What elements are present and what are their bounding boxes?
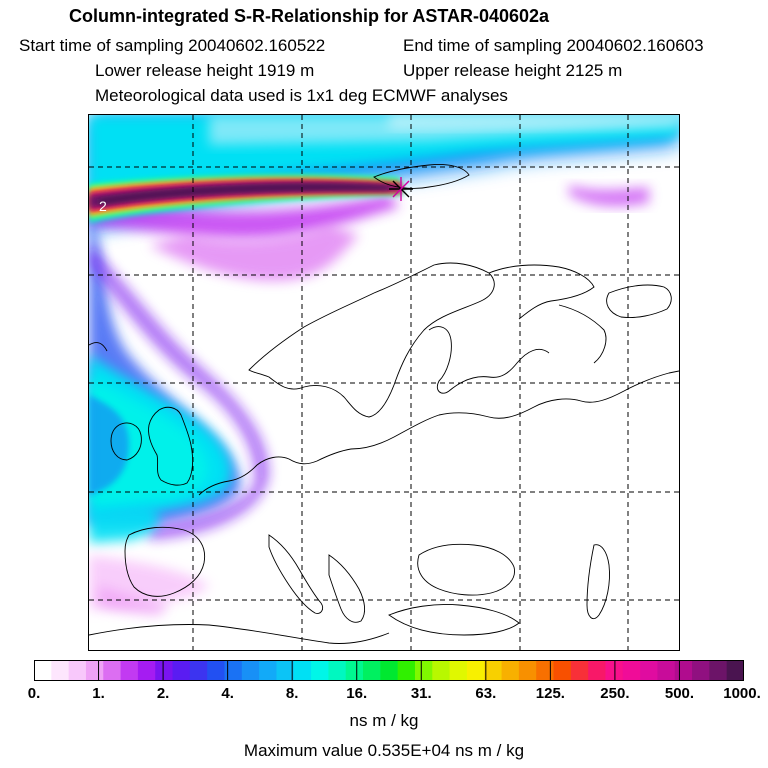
colorbar-cell bbox=[536, 660, 555, 681]
colorbar-cell bbox=[120, 660, 139, 681]
coastlines bbox=[89, 164, 679, 644]
colorbar-units: ns m / kg bbox=[349, 711, 419, 730]
colorbar-cell bbox=[380, 660, 399, 681]
colorbar-cell bbox=[276, 660, 295, 681]
plot-title: Column-integrated S-R-Relationship for A… bbox=[69, 6, 550, 26]
met-data-label: Meteorological data used is 1x1 deg ECMW… bbox=[95, 86, 508, 105]
end-time-label: End time of sampling 20040602.160603 bbox=[403, 36, 704, 55]
colorbar-cell bbox=[553, 660, 572, 681]
colorbar-cell bbox=[259, 660, 278, 681]
colorbar-cell bbox=[640, 660, 659, 681]
colorbar-cell bbox=[622, 660, 641, 681]
colorbar-cell bbox=[709, 660, 728, 681]
colorbar-tick-label: 500. bbox=[664, 685, 695, 702]
colorbar-cell bbox=[726, 660, 744, 681]
start-time-label: Start time of sampling 20040602.160522 bbox=[19, 36, 326, 55]
colorbar-cell bbox=[414, 660, 433, 681]
colorbar-cell bbox=[85, 660, 104, 681]
sensitivity-map: 2 bbox=[88, 114, 680, 651]
colorbar-cell bbox=[674, 660, 693, 681]
colorbar-tick-label: 2. bbox=[156, 685, 170, 702]
colorbar-cell bbox=[311, 660, 329, 681]
colorbar-tick-label: 63. bbox=[475, 685, 497, 702]
colorbar-cell bbox=[51, 660, 70, 681]
colorbar-cell bbox=[172, 660, 191, 681]
colorbar-cell bbox=[137, 660, 156, 681]
colorbar-cell bbox=[397, 660, 416, 681]
contour-label: 2 bbox=[99, 198, 107, 214]
colorbar-cell bbox=[432, 660, 451, 681]
colorbar-cell bbox=[518, 660, 537, 681]
colorbar-tick-label: 8. bbox=[285, 685, 299, 702]
colorbar-tick-label: 16. bbox=[346, 685, 368, 702]
colorbar-cell bbox=[345, 660, 364, 681]
upper-release-label: Upper release height 2125 m bbox=[403, 61, 623, 80]
colorbar-cell bbox=[570, 660, 589, 681]
colorbar-cell bbox=[449, 660, 468, 681]
colorbar bbox=[34, 660, 744, 681]
colorbar-cell bbox=[241, 660, 260, 681]
colorbar-tick-label: 31. bbox=[410, 685, 432, 702]
colorbar-tick-label: 4. bbox=[221, 685, 234, 702]
colorbar-tick-label: 1. bbox=[92, 685, 105, 702]
colorbar-tick-label: 250. bbox=[600, 685, 630, 702]
lower-release-label: Lower release height 1919 m bbox=[95, 61, 315, 80]
colorbar-cell bbox=[466, 660, 485, 681]
colorbar-cell bbox=[103, 660, 122, 681]
colorbar-cell bbox=[68, 660, 87, 681]
colorbar-cell bbox=[34, 660, 52, 681]
max-value-label: Maximum value 0.535E+04 ns m / kg bbox=[243, 741, 525, 760]
plume-field bbox=[89, 115, 679, 615]
colorbar-cell bbox=[189, 660, 208, 681]
lat-lon-grid bbox=[89, 115, 679, 650]
colorbar-cell bbox=[657, 660, 676, 681]
colorbar-cell bbox=[328, 660, 347, 681]
colorbar-cell bbox=[484, 660, 503, 681]
colorbar-cell bbox=[293, 660, 312, 681]
colorbar-tick-label: 0. bbox=[27, 685, 41, 702]
colorbar-cell bbox=[588, 660, 607, 681]
colorbar-cell bbox=[224, 660, 243, 681]
colorbar-cell bbox=[501, 660, 520, 681]
colorbar-cell bbox=[692, 660, 710, 681]
colorbar-cell bbox=[363, 660, 381, 681]
colorbar-tick-label: 1000. bbox=[723, 685, 761, 702]
colorbar-cell bbox=[155, 660, 174, 681]
colorbar-cell bbox=[207, 660, 226, 681]
map-canvas: 2 bbox=[89, 115, 679, 650]
release-point-icon bbox=[389, 177, 413, 201]
colorbar-tick-label: 125. bbox=[535, 685, 565, 702]
